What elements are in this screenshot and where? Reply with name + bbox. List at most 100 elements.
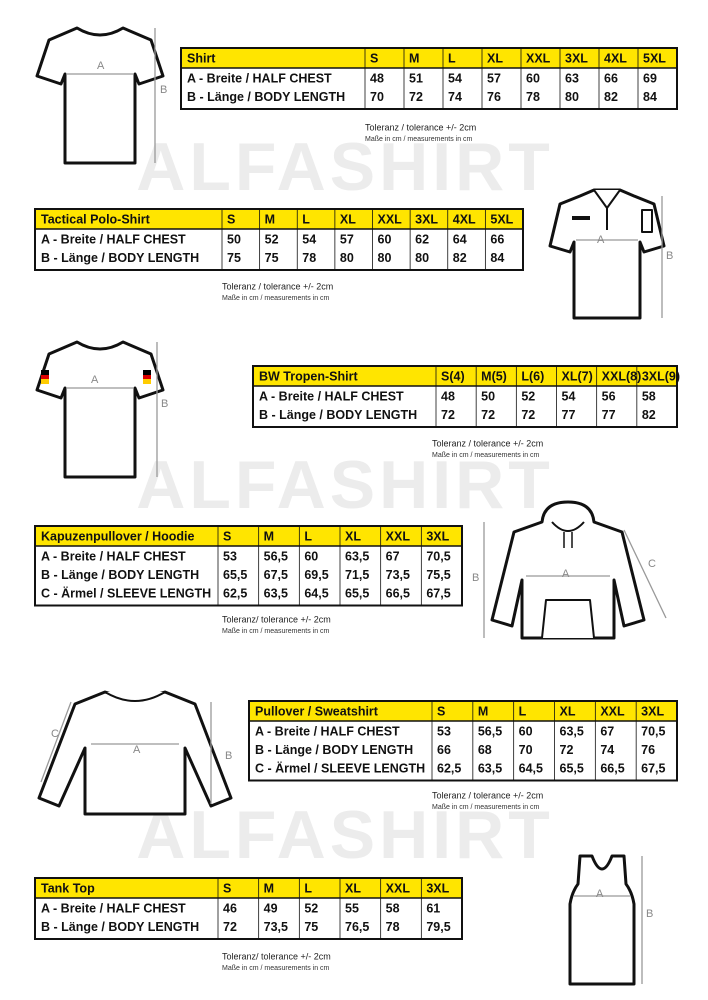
row-label: B - Länge / BODY LENGTH [41,920,199,934]
row-label: B - Länge / BODY LENGTH [41,251,199,265]
size-label: 3XL [641,704,664,718]
figure-label: A [562,568,570,580]
measurement: 49 [264,902,278,916]
measurement: 76 [487,90,501,104]
size-label: 3XL [415,212,438,226]
watermark: ALFASHIRT [136,129,554,205]
measurement: 66,5 [600,762,624,776]
measurement: 65,5 [345,587,369,601]
size-label: 4XL [453,212,476,226]
table-header-bg [249,701,677,721]
row-label: A - Breite / HALF CHEST [41,550,186,564]
measurement: 84 [643,90,657,104]
tshirt-icon: A B [35,340,168,479]
size-label: 5XL [490,212,513,226]
measurement: 72 [223,920,237,934]
size-label: XL [487,51,503,65]
measurement: 62,5 [223,587,247,601]
measurement: 74 [448,90,462,104]
table-title: Tactical Polo-Shirt [41,212,151,226]
measurement: 70,5 [426,550,450,564]
figure-label: A [133,744,141,756]
measurement: 56,5 [478,725,502,739]
measurement: 61 [426,902,440,916]
measurement: 70 [370,90,384,104]
measurement: 66 [604,72,618,86]
measurement: 73,5 [264,920,288,934]
measurement: 50 [227,233,241,247]
size-table: Shirt S M L XL XXL 3XL 4XL 5XL A - Breite / HALF … [180,47,678,143]
figure-label: A [91,374,99,386]
measurement: 51 [409,72,423,86]
measurement: 71,5 [345,568,369,582]
size-label: XL [560,704,576,718]
measurement: 68 [478,743,492,757]
measurement: 53 [223,550,237,564]
measurement: 52 [304,902,318,916]
figure-label: C [51,728,59,740]
units-note: Maße in cm / measurements in cm [222,965,330,972]
measurement: 72 [521,408,535,422]
table-title: Shirt [187,51,216,65]
size-label: S(4) [441,369,465,383]
size-label: XL(7) [562,369,593,383]
figure-label: B [666,250,673,262]
size-label: XL [345,881,361,895]
measurement: 70 [519,743,533,757]
table-header-bg [35,526,462,546]
measurement: 64,5 [304,587,328,601]
measurement: 46 [223,902,237,916]
tolerance-note: Toleranz / tolerance +/- 2cm [432,438,543,448]
size-label: M [264,529,274,543]
row-label: A - Breite / HALF CHEST [259,390,404,404]
size-label: XL [340,212,356,226]
measurement: 82 [642,408,656,422]
measurement: 78 [302,251,316,265]
size-label: L(6) [521,369,544,383]
figure-label: A [97,60,105,72]
size-table: Kapuzenpullover / Hoodie S M L XL XXL 3XL A - B… [34,525,463,635]
tolerance-note: Toleranz/ tolerance +/- 2cm [222,951,331,961]
measurement: 58 [642,390,656,404]
size-label: XXL [386,529,411,543]
measurement: 63 [565,72,579,86]
figure-label: C [648,558,656,570]
measurement: 79,5 [426,920,450,934]
measurement: 72 [560,743,574,757]
size-label: L [304,529,312,543]
size-table: Pullover / Sweatshirt S M L XL XXL 3XL A - Brei… [248,700,678,811]
measurement: 48 [370,72,384,86]
watermark: ALFASHIRT [136,797,554,873]
size-label: XXL [386,881,411,895]
measurement: 77 [562,408,576,422]
hoodie-icon: A B C [472,500,667,640]
size-label: M [264,881,274,895]
measurement: 84 [490,251,504,265]
sweatshirt-icon: A B C [37,690,233,816]
row-label: A - Breite / HALF CHEST [41,233,186,247]
measurement: 60 [526,72,540,86]
measurement: 78 [386,920,400,934]
size-label: M(5) [481,369,507,383]
tolerance-note: Toleranz / tolerance +/- 2cm [365,122,476,132]
measurement: 67 [386,550,400,564]
figure-label: A [597,234,605,246]
measurement: 64 [453,233,467,247]
row-label: B - Länge / BODY LENGTH [259,408,417,422]
measurement: 72 [409,90,423,104]
figure-label: B [472,572,479,584]
size-label: S [437,704,445,718]
size-label: S [370,51,378,65]
table-header-bg [181,48,677,68]
size-label: M [265,212,275,226]
table-title: Kapuzenpullover / Hoodie [41,529,195,543]
table-title: BW Tropen-Shirt [259,369,358,383]
units-note: Maße in cm / measurements in cm [432,452,540,459]
units-note: Maße in cm / measurements in cm [432,804,540,811]
size-label: 3XL(9) [642,369,680,383]
figure-label: B [225,750,232,762]
row-label: B - Länge / BODY LENGTH [187,90,345,104]
units-note: Maße in cm / measurements in cm [222,295,330,302]
measurement: 54 [562,390,576,404]
measurement: 75,5 [426,568,450,582]
